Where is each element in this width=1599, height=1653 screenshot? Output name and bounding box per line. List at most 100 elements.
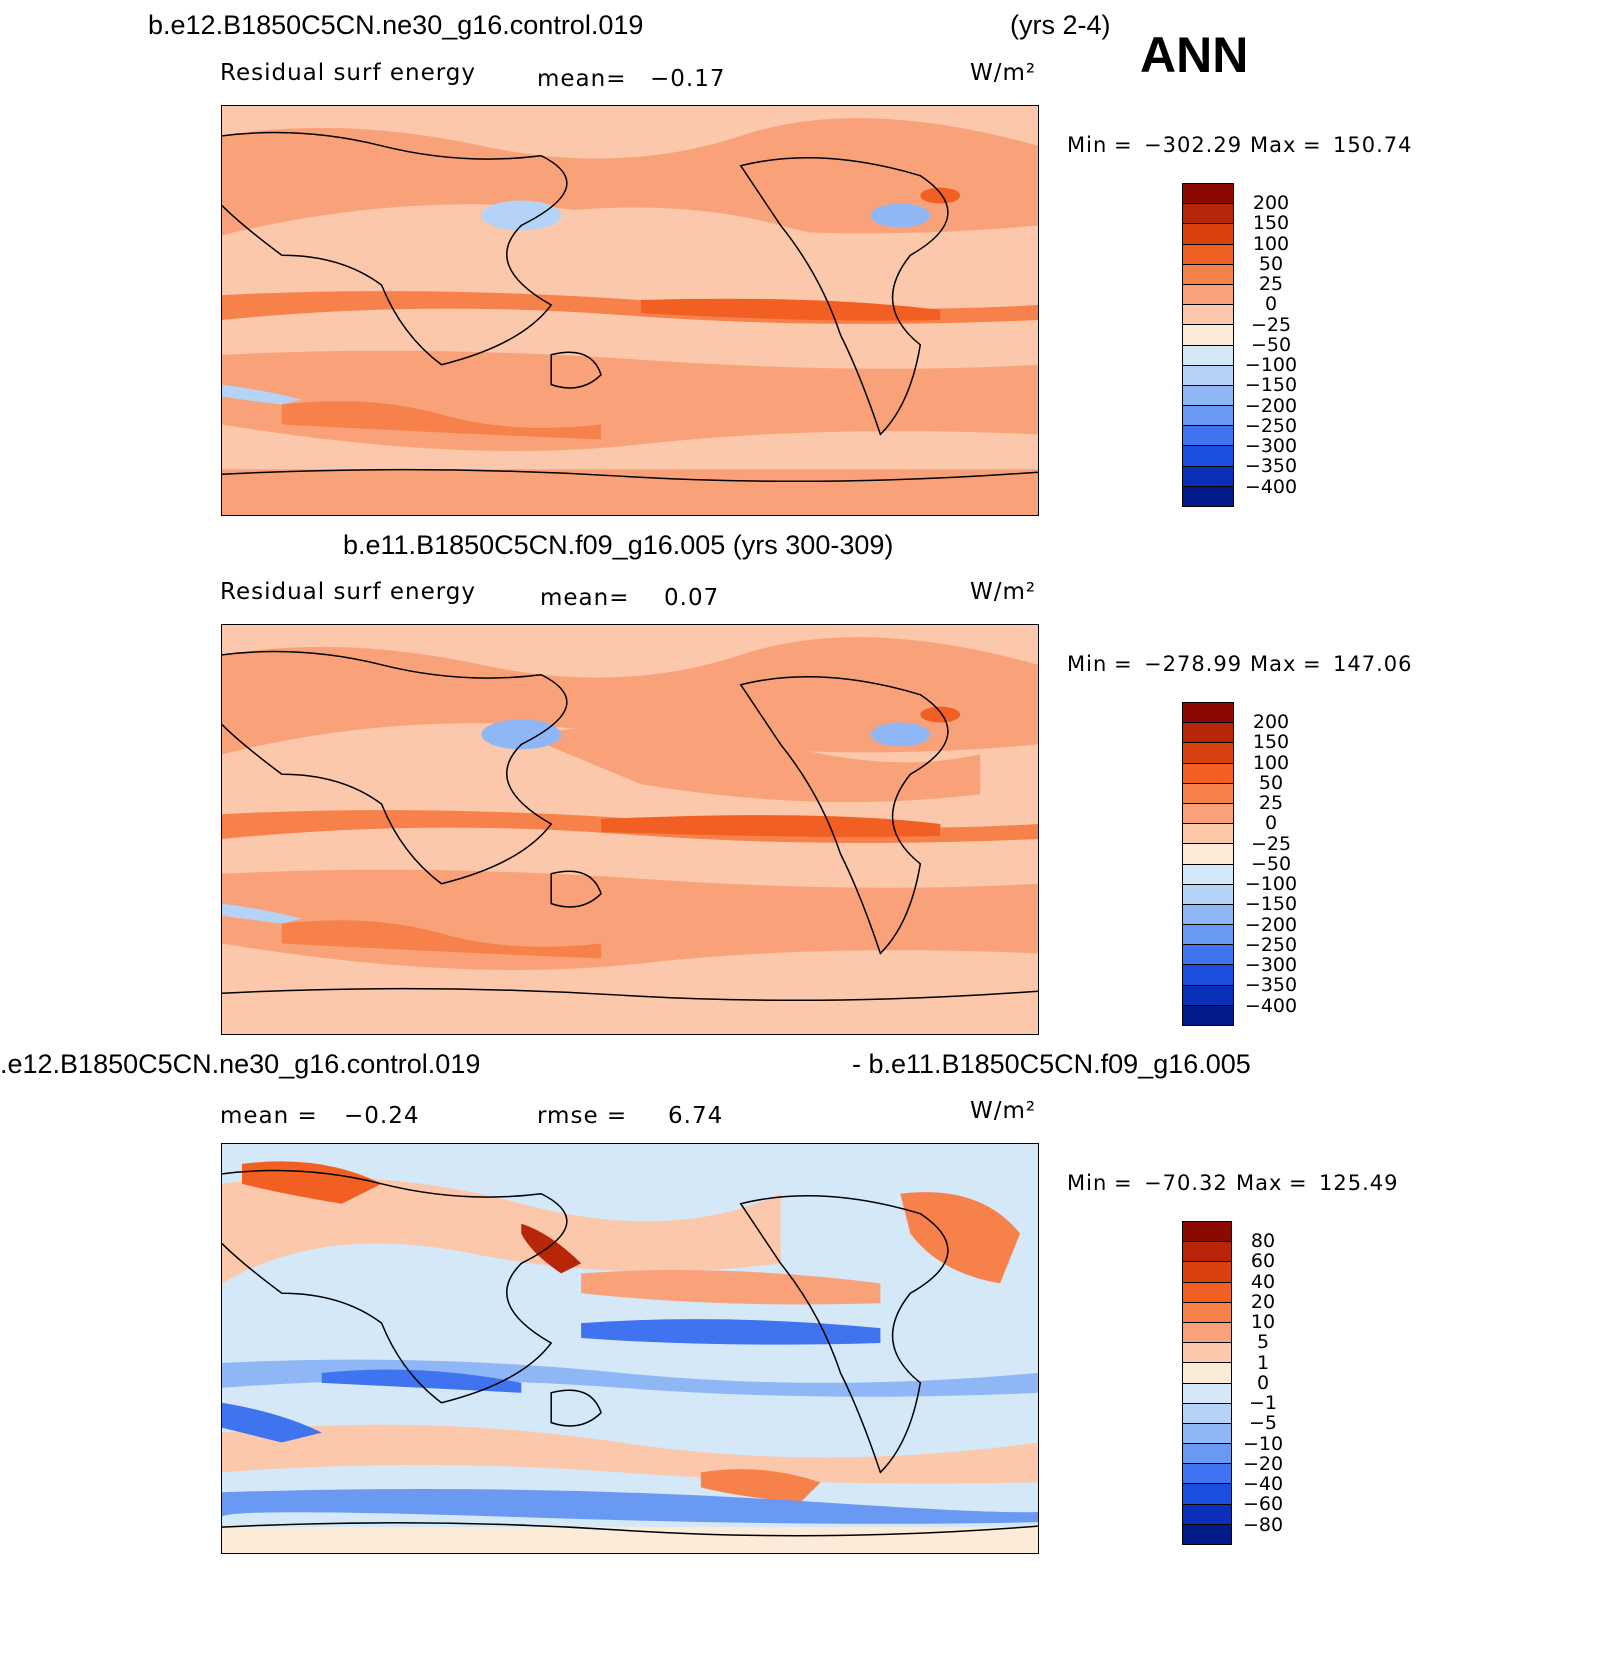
colorbar-tick-label: 25 [1258, 273, 1284, 295]
panel1-min-eq: = [1114, 133, 1133, 157]
colorbar-tick-label: 0 [1264, 293, 1278, 316]
colorbar-swatch [1183, 984, 1233, 1005]
colorbar-tick-label: 5 [1256, 1331, 1270, 1354]
colorbar-swatch [1183, 883, 1233, 904]
colorbar-tick-label: −25 [1250, 832, 1292, 855]
colorbar-swatch [1183, 903, 1233, 925]
colorbar-tick-label: 200 [1252, 711, 1290, 733]
panel2-case-title: b.e11.B1850C5CN.f09_g16.005 (yrs 300-309… [343, 530, 894, 560]
panel2-mean-value: 0.07 [664, 585, 720, 611]
colorbar-swatch [1183, 742, 1233, 763]
colorbar-tick-label: −40 [1242, 1473, 1284, 1495]
colorbar-swatch [1183, 1443, 1231, 1464]
panel2-map [221, 624, 1039, 1035]
panel3-mean-label: mean = [220, 1103, 318, 1129]
colorbar-swatch [1183, 184, 1233, 204]
panel2-variable: Residual surf energy [220, 579, 477, 605]
colorbar-swatch [1183, 762, 1233, 783]
panel1-mean-label: mean= [537, 66, 627, 92]
panel1-map-field [222, 106, 1038, 515]
panel2-max-eq: = [1303, 652, 1322, 676]
colorbar-tick-label: −200 [1244, 394, 1298, 417]
colorbar-swatch [1183, 405, 1233, 426]
colorbar-tick-label: 50 [1258, 771, 1284, 794]
colorbar-tick-label: 200 [1252, 192, 1290, 214]
colorbar-tick-label: −400 [1244, 475, 1298, 498]
panel3-colorbar [1182, 1221, 1232, 1545]
panel3-map [221, 1143, 1039, 1554]
colorbar-swatch [1183, 283, 1233, 305]
colorbar-swatch [1183, 823, 1233, 844]
panel2-colorbar [1182, 702, 1234, 1026]
panel2-min-eq: = [1114, 652, 1133, 676]
panel3-min-eq: = [1114, 1171, 1133, 1195]
colorbar-swatch [1183, 1402, 1231, 1423]
panel3-rmse-label: rmse = [537, 1103, 628, 1129]
panel2-map-field [222, 625, 1038, 1034]
colorbar-tick-label: −300 [1244, 954, 1298, 976]
colorbar-tick-label: −5 [1248, 1412, 1277, 1435]
panel2-max-label: Max [1250, 652, 1297, 676]
colorbar-swatch [1183, 722, 1233, 743]
colorbar-swatch [1183, 1004, 1233, 1025]
panel2-max-value: 147.06 [1333, 652, 1413, 676]
colorbar-tick-label: −200 [1244, 913, 1298, 936]
panel1-max-eq: = [1303, 133, 1322, 157]
colorbar-swatch [1183, 703, 1233, 723]
colorbar-tick-label: −150 [1244, 374, 1298, 397]
colorbar-swatch [1183, 223, 1233, 244]
panel2-min-value: −278.99 [1144, 652, 1243, 676]
panel1-mean-value: −0.17 [650, 66, 726, 92]
colorbar-tick-label: 50 [1258, 252, 1284, 275]
panel1-colorbar [1182, 183, 1234, 507]
colorbar-tick-label: −100 [1244, 873, 1298, 895]
colorbar-swatch [1183, 485, 1233, 506]
colorbar-swatch [1183, 445, 1233, 466]
colorbar-swatch [1183, 802, 1233, 824]
colorbar-swatch [1183, 1483, 1231, 1504]
colorbar-swatch [1183, 1222, 1231, 1242]
panel3-units: W/m² [970, 1098, 1037, 1124]
colorbar-tick-label: −400 [1244, 994, 1298, 1017]
panel1-min-value: −302.29 [1144, 133, 1243, 157]
panel3-mean-value: −0.24 [344, 1103, 420, 1129]
colorbar-tick-label: 20 [1250, 1290, 1276, 1313]
colorbar-tick-label: −350 [1244, 974, 1298, 997]
panel1-units: W/m² [970, 60, 1037, 86]
colorbar-tick-label: 100 [1252, 232, 1290, 255]
colorbar-tick-label: −60 [1242, 1493, 1284, 1516]
colorbar-swatch [1183, 1463, 1231, 1484]
colorbar-swatch [1183, 1281, 1231, 1302]
colorbar-swatch [1183, 1503, 1231, 1524]
colorbar-tick-label: −100 [1244, 354, 1298, 376]
season-title: ANN [1140, 27, 1249, 83]
colorbar-swatch [1183, 1382, 1231, 1403]
panel3-min-value: −70.32 [1144, 1171, 1228, 1195]
panel3-minus-case: - b.e11.B1850C5CN.f09_g16.005 [852, 1049, 1251, 1079]
panel3-case-title: .e12.B1850C5CN.ne30_g16.control.019 [0, 1049, 481, 1079]
colorbar-tick-label: −300 [1244, 435, 1298, 457]
colorbar-tick-label: −350 [1244, 455, 1298, 478]
colorbar-tick-label: 80 [1250, 1230, 1276, 1252]
colorbar-tick-label: 1 [1256, 1351, 1270, 1374]
panel3-max-value: 125.49 [1319, 1171, 1399, 1195]
colorbar-tick-label: 100 [1252, 751, 1290, 774]
colorbar-tick-label: −80 [1242, 1513, 1284, 1536]
panel2-min-label: Min [1067, 652, 1108, 676]
colorbar-swatch [1183, 964, 1233, 985]
colorbar-swatch [1183, 364, 1233, 385]
colorbar-tick-label: 10 [1250, 1311, 1276, 1333]
colorbar-swatch [1183, 782, 1233, 803]
colorbar-swatch [1183, 1362, 1231, 1383]
colorbar-swatch [1183, 243, 1233, 264]
colorbar-tick-label: 150 [1252, 731, 1290, 754]
colorbar-tick-label: 0 [1264, 812, 1278, 835]
panel3-rmse-value: 6.74 [668, 1103, 724, 1129]
colorbar-tick-label: −50 [1250, 333, 1292, 356]
panel2-units: W/m² [970, 579, 1037, 605]
colorbar-swatch [1183, 944, 1233, 965]
colorbar-swatch [1183, 344, 1233, 365]
panel1-max-label: Max [1250, 133, 1297, 157]
colorbar-tick-label: −150 [1244, 893, 1298, 916]
colorbar-tick-label: −10 [1242, 1432, 1284, 1455]
